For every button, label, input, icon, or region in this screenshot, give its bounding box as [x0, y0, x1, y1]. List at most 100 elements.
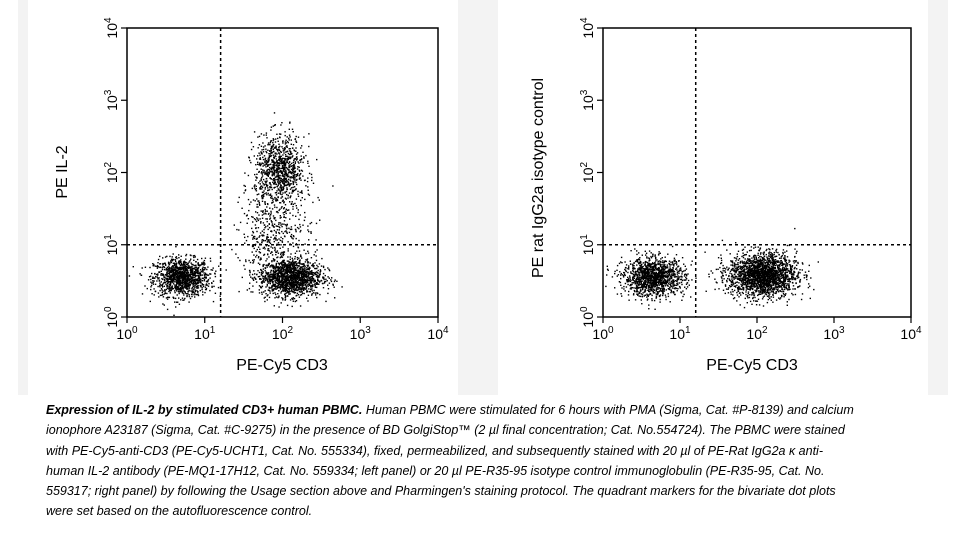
- event-dot: [662, 268, 664, 270]
- event-dot: [182, 287, 184, 289]
- event-dot: [632, 265, 634, 267]
- event-dot: [252, 259, 254, 261]
- event-dot: [278, 229, 280, 231]
- event-dot: [301, 158, 303, 160]
- event-dot: [298, 271, 300, 273]
- event-dot: [253, 237, 256, 240]
- event-dot: [662, 287, 664, 289]
- event-dot: [261, 162, 263, 164]
- event-dot: [261, 282, 263, 285]
- event-dot: [283, 220, 286, 222]
- event-dot: [669, 281, 671, 283]
- event-dot: [195, 293, 197, 296]
- event-dot: [294, 171, 296, 173]
- event-dot: [166, 282, 169, 285]
- event-dot: [273, 238, 275, 240]
- event-dot: [657, 276, 659, 278]
- event-dot: [271, 289, 274, 292]
- event-dot: [301, 288, 303, 290]
- event-dot: [643, 274, 646, 276]
- event-dot: [260, 210, 262, 212]
- event-dot: [160, 281, 162, 283]
- event-dot: [280, 256, 282, 258]
- event-dot: [200, 286, 202, 288]
- event-dot: [260, 269, 263, 271]
- event-dot: [654, 308, 656, 310]
- event-dot: [314, 267, 316, 270]
- event-dot: [270, 236, 272, 238]
- event-dot: [193, 294, 195, 296]
- event-dot: [171, 281, 174, 283]
- event-dot: [169, 272, 171, 274]
- event-dot: [275, 267, 277, 269]
- event-dot: [260, 168, 262, 170]
- event-dot: [317, 266, 319, 268]
- event-dot: [317, 278, 319, 280]
- event-dot: [270, 178, 273, 180]
- event-dot: [209, 277, 211, 279]
- event-dot: [611, 276, 614, 278]
- event-dot: [238, 196, 240, 199]
- event-dot: [265, 150, 267, 153]
- event-dot: [205, 288, 207, 291]
- event-dot: [257, 246, 260, 248]
- event-dot: [294, 271, 296, 273]
- event-dot: [292, 203, 294, 205]
- event-dot: [184, 275, 187, 278]
- event-dot: [170, 277, 173, 279]
- event-dot: [182, 288, 184, 290]
- event-dot: [172, 278, 174, 280]
- event-dot: [179, 287, 181, 289]
- event-dot: [152, 276, 154, 278]
- event-dot: [302, 276, 304, 278]
- event-dot: [649, 278, 652, 280]
- event-dot: [685, 273, 687, 275]
- event-dot: [285, 212, 287, 215]
- event-dot: [263, 254, 265, 256]
- event-dot: [279, 157, 282, 159]
- event-dot: [673, 283, 675, 285]
- event-dot: [141, 267, 143, 269]
- event-dot: [283, 284, 285, 286]
- event-dot: [278, 182, 280, 184]
- event-dot: [281, 285, 284, 287]
- event-dot: [197, 279, 199, 281]
- event-dot: [295, 230, 297, 233]
- event-dot: [296, 270, 298, 272]
- event-dot: [265, 182, 267, 184]
- event-dot: [650, 265, 652, 268]
- event-dot: [292, 155, 294, 157]
- event-dot: [184, 292, 186, 294]
- event-dot: [654, 277, 657, 279]
- event-dot: [176, 286, 178, 289]
- event-dot: [173, 278, 175, 280]
- event-dot: [192, 277, 194, 279]
- event-dot: [261, 200, 264, 202]
- event-dot: [296, 168, 299, 170]
- event-dot: [284, 277, 287, 279]
- event-dot: [248, 287, 251, 290]
- event-dot: [280, 167, 282, 170]
- event-dot: [270, 278, 272, 280]
- event-dot: [284, 235, 286, 238]
- event-dot: [277, 286, 279, 288]
- event-dot: [262, 183, 264, 185]
- event-dot: [295, 159, 298, 161]
- event-dot: [184, 263, 186, 266]
- event-dot: [288, 137, 290, 140]
- event-dot: [256, 198, 258, 200]
- event-dot: [272, 277, 275, 279]
- event-dot: [294, 258, 296, 260]
- event-dot: [248, 203, 251, 206]
- event-dot: [283, 223, 285, 225]
- event-dot: [243, 192, 245, 194]
- event-dot: [183, 270, 185, 273]
- event-dot: [207, 279, 209, 282]
- event-dot: [269, 183, 271, 185]
- event-dot: [278, 270, 281, 272]
- event-dot: [178, 273, 180, 275]
- event-dot: [642, 278, 645, 280]
- event-dot: [274, 192, 277, 194]
- event-dot: [259, 263, 261, 266]
